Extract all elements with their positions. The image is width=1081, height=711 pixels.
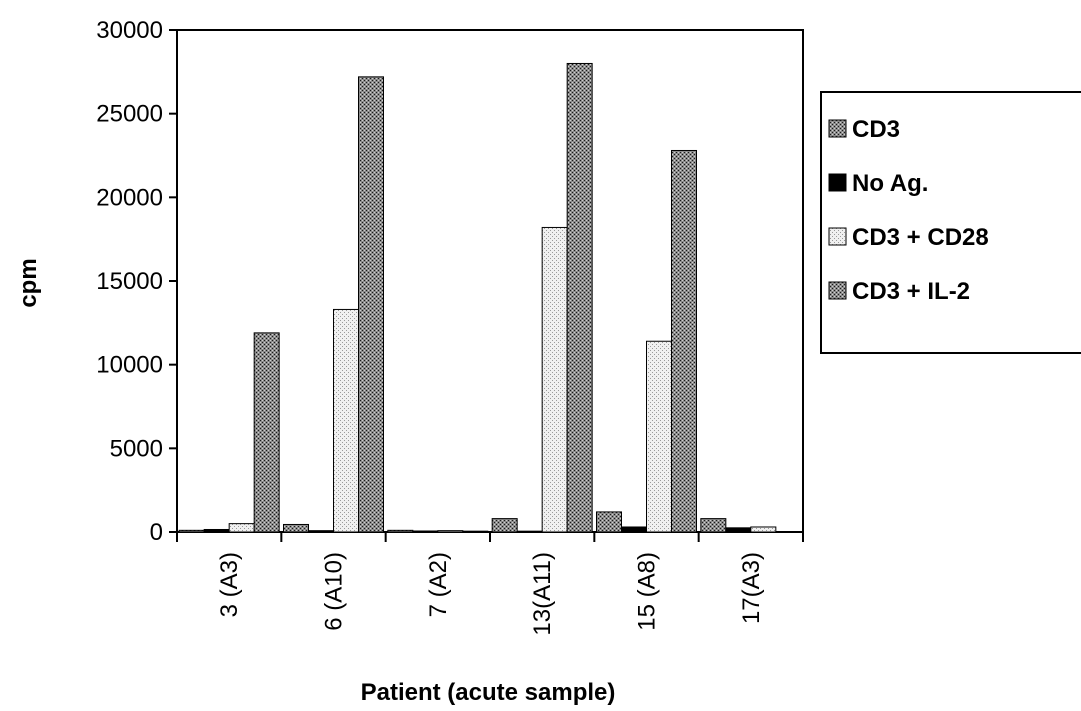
y-tick-label: 15000 xyxy=(96,268,163,295)
bar xyxy=(462,530,489,533)
bar xyxy=(253,332,280,533)
bar xyxy=(566,62,593,533)
legend-label: CD3 + IL-2 xyxy=(852,278,970,305)
bar xyxy=(646,340,672,533)
legend-label: CD3 xyxy=(852,116,900,143)
bar xyxy=(412,530,439,533)
legend-box xyxy=(820,91,1081,354)
x-tick-label: 17(A3) xyxy=(738,552,765,624)
bar xyxy=(621,526,647,533)
y-tick-label: 10000 xyxy=(96,352,163,379)
y-tick-label: 25000 xyxy=(96,101,163,128)
bar xyxy=(516,530,543,533)
bar xyxy=(387,529,414,533)
legend-swatch xyxy=(828,227,847,246)
x-axis-title: Patient (acute sample) xyxy=(361,679,616,706)
y-tick-label: 0 xyxy=(150,519,163,546)
bar xyxy=(491,518,518,533)
bar xyxy=(541,226,568,533)
legend-label: No Ag. xyxy=(852,170,928,197)
legend-label: CD3 + CD28 xyxy=(852,224,989,251)
y-tick-label: 30000 xyxy=(96,17,163,44)
bar xyxy=(358,76,384,533)
x-tick-label: 6 (A10) xyxy=(321,552,348,631)
bars-group xyxy=(178,62,777,533)
y-axis: 0 5000 10000 15000 20000 25000 30000 xyxy=(96,17,177,546)
bar xyxy=(283,523,309,533)
x-tick-label: 13(A11) xyxy=(529,552,556,636)
legend-swatch xyxy=(828,281,847,300)
bar xyxy=(725,527,752,533)
legend: CD3 No Ag. CD3 + CD28 CD3 + IL-2 xyxy=(820,91,1081,354)
x-axis: 3 (A3) 6 (A10) 7 (A2) 13(A11) 15 (A8) 17(A3) xyxy=(176,532,804,636)
legend-swatch xyxy=(828,173,847,192)
bar xyxy=(228,523,255,533)
bar xyxy=(178,529,205,533)
x-tick-label: 15 (A8) xyxy=(634,552,661,631)
bar xyxy=(700,518,727,533)
bar xyxy=(596,511,622,533)
x-tick-label: 3 (A3) xyxy=(216,552,243,617)
bar xyxy=(308,530,334,533)
y-axis-title: cpm xyxy=(15,258,42,307)
x-tick-label: 7 (A2) xyxy=(425,552,452,617)
legend-swatch xyxy=(828,119,847,138)
y-tick-label: 20000 xyxy=(96,184,163,211)
bar xyxy=(437,530,464,533)
bar xyxy=(671,149,697,533)
y-tick-label: 5000 xyxy=(110,435,163,462)
bar xyxy=(750,526,777,533)
bar xyxy=(203,528,230,533)
bar xyxy=(333,308,359,533)
